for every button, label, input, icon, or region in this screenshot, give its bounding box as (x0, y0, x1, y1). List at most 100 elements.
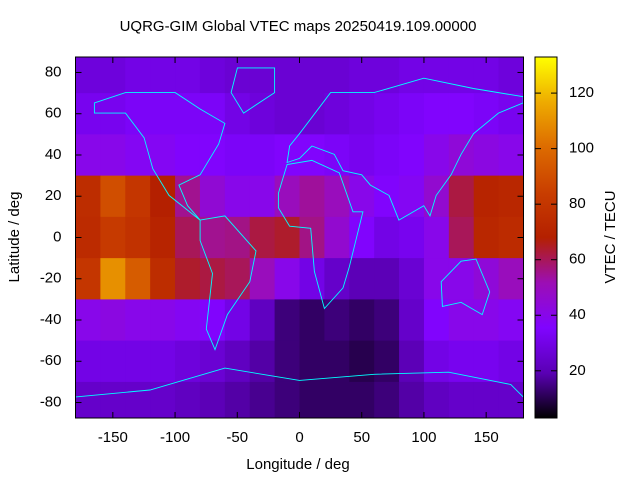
heatmap-cell (274, 299, 300, 342)
coastline (93, 92, 226, 221)
chart-title: UQRG-GIM Global VTEC maps 20250419.109.0… (120, 18, 477, 35)
x-tick-label: 150 (474, 429, 499, 446)
coastline (199, 215, 257, 351)
heatmap-cell (299, 175, 325, 218)
heatmap-cell (299, 258, 325, 300)
heatmap-cell (274, 340, 300, 383)
heatmap-cell (399, 216, 425, 259)
heatmap-cell (199, 175, 226, 218)
colorbar-tick-label: 80 (569, 195, 586, 212)
coastline (440, 258, 491, 316)
y-tick-label: -40 (40, 311, 62, 328)
heatmap-cell (249, 93, 276, 135)
heatmap-cell (175, 134, 201, 177)
heatmap-cell (249, 57, 276, 94)
y-tick-label: -20 (40, 270, 62, 287)
heatmap-cell (448, 57, 475, 94)
heatmap-cell (324, 93, 350, 135)
heatmap-cell (150, 57, 176, 94)
heatmap-cell (448, 299, 475, 342)
y-tick-label: 60 (45, 105, 62, 122)
heatmap-cell (324, 216, 350, 259)
heatmap-cell (423, 299, 450, 342)
heatmap-cell (349, 258, 375, 300)
heatmap-cell (100, 93, 126, 135)
heatmap-cell (473, 134, 500, 177)
heatmap-cell (100, 134, 126, 177)
colorbar-tick-label: 60 (569, 251, 586, 268)
heatmap-cell (448, 134, 475, 177)
heatmap-cell (423, 134, 450, 177)
heatmap-cell (224, 258, 251, 300)
heatmap-cell (150, 258, 176, 300)
heatmap-cell (224, 57, 251, 94)
heatmap-cell (374, 216, 400, 259)
colorbar (534, 56, 558, 419)
heatmap-cell (249, 381, 276, 418)
y-tick-label: 80 (45, 63, 62, 80)
heatmap-cell (150, 175, 176, 218)
heatmap-cell (224, 299, 251, 342)
heatmap-cell (399, 258, 425, 300)
heatmap-cell (423, 57, 450, 94)
heatmap-cell (374, 299, 400, 342)
y-tick-label: 40 (45, 146, 62, 163)
heatmap-cell (100, 299, 126, 342)
y-tick-label: -60 (40, 352, 62, 369)
heatmap-cell (175, 57, 201, 94)
heatmap-cell (349, 175, 375, 218)
heatmap-cell (274, 258, 300, 300)
heatmap-cell (324, 134, 350, 177)
heatmap-cell (423, 93, 450, 135)
heatmap-cell (224, 381, 251, 418)
heatmap-cell (175, 216, 201, 259)
heatmap-cell (175, 258, 201, 300)
heatmap-cell (299, 216, 325, 259)
heatmap-cell (423, 340, 450, 383)
heatmap-cell (423, 381, 450, 418)
heatmap-cell (324, 57, 350, 94)
heatmap-cell (473, 216, 500, 259)
heatmap-cell (423, 216, 450, 259)
heatmap-cell (100, 258, 126, 300)
heatmap-cell (249, 258, 276, 300)
coastline (277, 159, 364, 310)
x-axis-label: Longitude / deg (246, 456, 349, 473)
heatmap-cell (224, 175, 251, 218)
y-tick-label: 20 (45, 187, 62, 204)
y-tick-label: 0 (53, 228, 61, 245)
heatmap-cell (125, 134, 151, 177)
heatmap-cell (349, 57, 375, 94)
heatmap-cell (224, 216, 251, 259)
heatmap-cell (473, 340, 500, 383)
heatmap-cell (473, 299, 500, 342)
heatmap-cell (125, 216, 151, 259)
heatmap-cell (249, 134, 276, 177)
heatmap-cell (448, 381, 475, 418)
coastline (230, 67, 276, 114)
heatmap-cell (150, 93, 176, 135)
heatmap-cell (175, 299, 201, 342)
heatmap-cell (448, 216, 475, 259)
heatmap-cell (125, 340, 151, 383)
heatmap-cell (324, 175, 350, 218)
heatmap-cell (473, 93, 500, 135)
heatmap-cell (399, 299, 425, 342)
heatmap-cell (324, 381, 350, 418)
heatmap-cell (125, 93, 151, 135)
heatmap-cell (399, 381, 425, 418)
heatmap-cell (100, 381, 126, 418)
heatmap-cell (399, 175, 425, 218)
heatmap-cell (249, 175, 276, 218)
heatmap-cell (299, 340, 325, 383)
heatmap-cell (125, 258, 151, 300)
x-tick-label: 100 (411, 429, 436, 446)
heatmap-cell (100, 175, 126, 218)
heatmap-cell (274, 134, 300, 177)
heatmap-cell (175, 340, 201, 383)
colorbar-label: VTEC / TECU (602, 190, 619, 283)
heatmap-cell (224, 93, 251, 135)
heatmap-cell (374, 340, 400, 383)
heatmap-cell (423, 258, 450, 300)
heatmap-cell (448, 258, 475, 300)
